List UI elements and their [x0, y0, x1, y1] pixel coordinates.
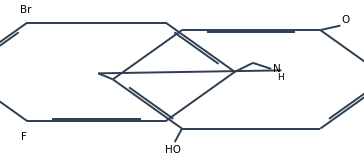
Text: HO: HO — [165, 145, 181, 155]
Text: Br: Br — [20, 5, 31, 15]
Text: O: O — [341, 15, 350, 25]
Text: N: N — [273, 64, 281, 74]
Text: F: F — [21, 132, 27, 142]
Text: H: H — [277, 73, 284, 82]
